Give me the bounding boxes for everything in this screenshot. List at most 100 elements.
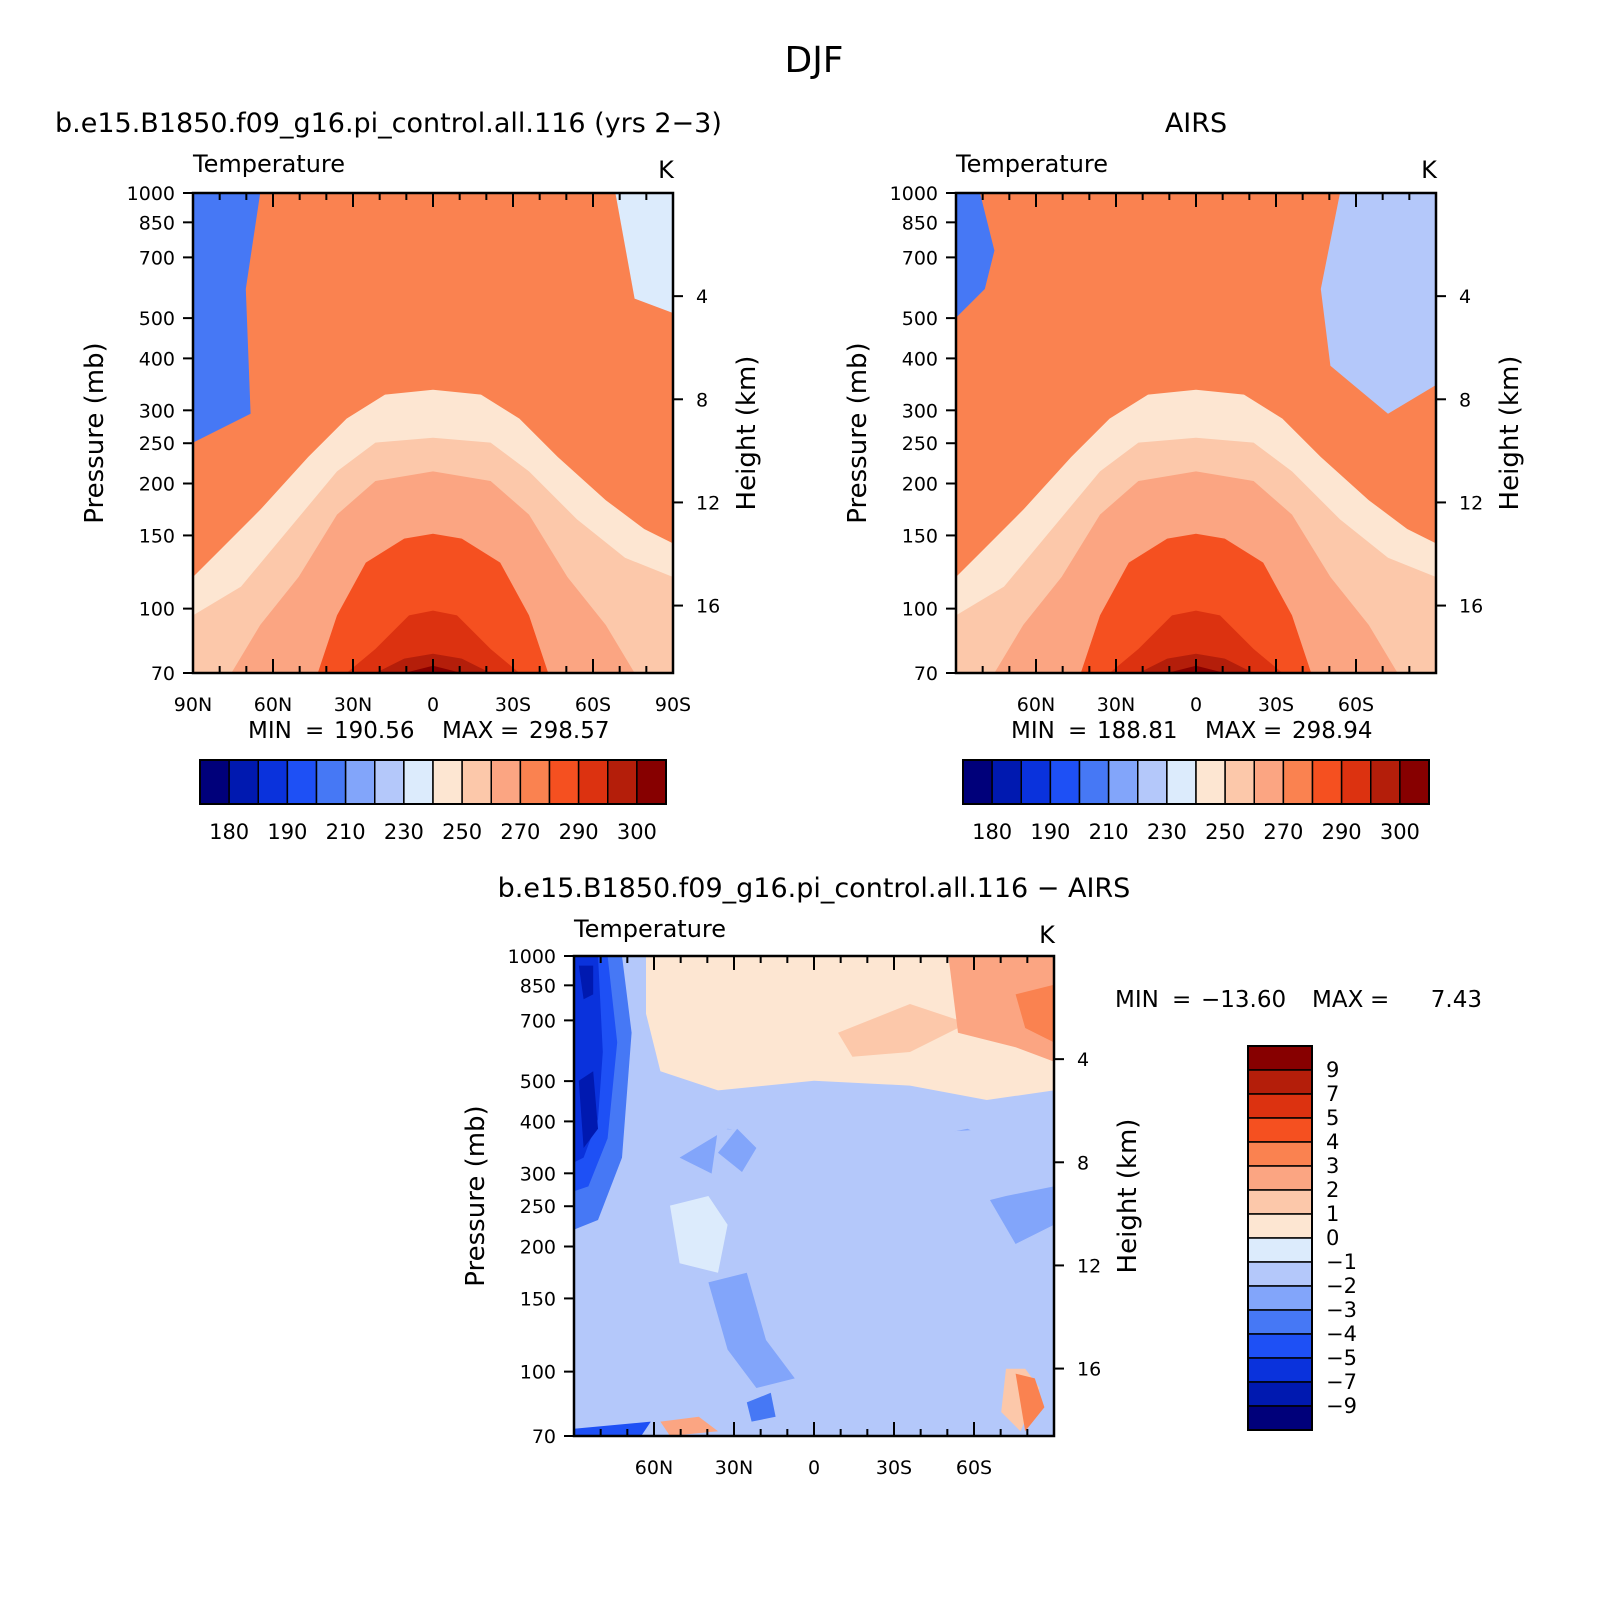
y-tick-label: 1000	[508, 946, 556, 968]
contour-band	[1015, 1373, 1045, 1432]
y-tick-label: 850	[139, 212, 175, 234]
contour-fills	[574, 956, 1054, 1436]
colorbar-box	[374, 759, 405, 805]
min-eq: =	[1172, 987, 1191, 1013]
contour-band	[838, 1004, 968, 1057]
max-eq: =	[1263, 718, 1282, 744]
colorbar-box	[199, 759, 230, 805]
panel-title: b.e15.B1850.f09_g16.pi_control.all.116 (…	[55, 108, 722, 139]
colorbar-box	[1247, 1069, 1313, 1095]
x-tick-label: 90S	[655, 694, 691, 716]
max-eq: =	[500, 718, 519, 744]
colorbar-box	[1137, 759, 1168, 805]
colorbar-box	[548, 759, 580, 805]
colorbar-box	[1247, 1045, 1313, 1071]
colorbar-label: 250	[442, 820, 482, 844]
colorbar-box	[1020, 759, 1052, 805]
colorbar-box	[1247, 1093, 1313, 1119]
colorbar-box	[1247, 1309, 1313, 1335]
contour-band	[746, 1392, 776, 1422]
contour-band	[670, 1196, 728, 1273]
y-tick-label: 250	[520, 1196, 556, 1218]
y-tick-label: 700	[139, 247, 175, 269]
y-tick-label: 200	[139, 474, 175, 496]
colorbar-label: 2	[1326, 1178, 1339, 1202]
colorbar-label: −3	[1326, 1298, 1357, 1322]
y-tick-label: 1000	[127, 183, 175, 205]
y2-tick-label: 12	[696, 492, 720, 514]
colorbar-box	[1370, 759, 1401, 805]
axis-ticks: 70 100 150 200 250 300 400 500 700 850 1000 4 8 12 16 6…	[508, 946, 1102, 1479]
colorbar-label: 270	[500, 820, 540, 844]
y-tick-label: 400	[520, 1111, 556, 1133]
y2-tick-label: 12	[1077, 1255, 1101, 1277]
colorbar-label: −5	[1326, 1346, 1357, 1370]
colorbar-box	[1247, 1381, 1313, 1407]
variable-label: Temperature	[955, 150, 1108, 178]
y2-tick-label: 4	[1077, 1049, 1089, 1071]
variable-label: Temperature	[192, 150, 345, 178]
y-tick-label: 150	[902, 525, 938, 547]
colorbar-label: 270	[1263, 820, 1303, 844]
colorbar-box	[607, 759, 638, 805]
contour-fills	[956, 193, 1436, 673]
y-tick-label: 250	[139, 433, 175, 455]
colorbar-label: 5	[1326, 1106, 1339, 1130]
x-tick-label: 90N	[174, 694, 212, 716]
colorbar-box	[432, 759, 463, 805]
colorbar-box	[577, 759, 609, 805]
y-tick-label: 250	[902, 433, 938, 455]
colorbar-box	[1253, 759, 1285, 805]
colorbar: 180 190 210 230 250 270 290 300	[962, 759, 1430, 844]
colorbar-label: 4	[1326, 1130, 1339, 1154]
colorbar-label: 180	[972, 820, 1012, 844]
min-label: MIN	[1115, 987, 1159, 1013]
colorbar-label: 0	[1326, 1226, 1339, 1250]
colorbar-label: −1	[1326, 1250, 1357, 1274]
colorbar-box	[1247, 1117, 1313, 1143]
colorbar-box	[490, 759, 522, 805]
colorbar-frame	[199, 759, 667, 805]
y-tick-label: 700	[520, 1010, 556, 1032]
contour-band	[193, 193, 261, 443]
colorbar-label: 210	[1089, 820, 1129, 844]
y-axis-label: Pressure (mb)	[461, 1105, 491, 1286]
max-value: 298.94	[1292, 718, 1372, 744]
contour-band	[615, 193, 673, 313]
y-tick-label: 200	[902, 474, 938, 496]
contour-band	[718, 1128, 757, 1172]
y2-tick-label: 4	[696, 286, 708, 308]
axis-ticks: 70 100 150 200 250 300 400 500 700 850 1000 4 8 12 16 9…	[127, 183, 721, 716]
min-label: MIN	[1011, 718, 1055, 744]
min-eq: =	[305, 718, 324, 744]
y2-tick-label: 8	[1077, 1152, 1089, 1174]
colorbar-box	[1166, 759, 1197, 805]
colorbar-label: −2	[1326, 1274, 1357, 1298]
y-tick-label: 500	[902, 308, 938, 330]
colorbar-box	[1049, 759, 1081, 805]
max-eq: =	[1370, 987, 1389, 1013]
units-label: K	[658, 156, 675, 184]
min-value: −13.60	[1201, 987, 1286, 1013]
contour-band	[346, 610, 520, 673]
figure-title: DJF	[784, 40, 843, 81]
y-tick-label: 70	[151, 663, 175, 685]
contour-band	[574, 1421, 651, 1436]
colorbar-box	[461, 759, 492, 805]
y2-tick-label: 16	[1077, 1359, 1101, 1381]
colorbar-box	[1247, 1405, 1313, 1431]
x-tick-label: 30N	[334, 694, 372, 716]
colorbar-box	[1311, 759, 1343, 805]
y-tick-label: 400	[139, 348, 175, 370]
x-tick-label: 30N	[1097, 694, 1135, 716]
x-tick-label: 60S	[1338, 694, 1374, 716]
x-tick-label: 60N	[635, 1457, 673, 1479]
y-tick-label: 300	[902, 400, 938, 422]
contour-band	[578, 1071, 598, 1148]
y-tick-label: 300	[139, 400, 175, 422]
y2-axis-label: Height (km)	[1495, 356, 1525, 511]
y-tick-label: 100	[139, 599, 175, 621]
colorbar-label: 300	[617, 820, 657, 844]
colorbar-label: 290	[559, 820, 599, 844]
colorbar-box	[403, 759, 434, 805]
